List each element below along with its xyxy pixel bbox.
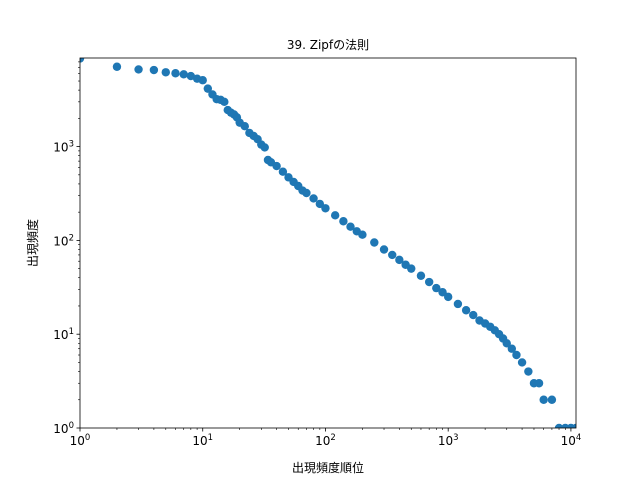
data-point xyxy=(198,76,207,85)
data-point xyxy=(512,350,521,360)
y-tick-exponent: 3 xyxy=(69,140,74,150)
data-point xyxy=(453,299,463,309)
x-tick-exponent: 2 xyxy=(330,433,335,443)
x-tick-exponent: 3 xyxy=(453,433,458,443)
data-point xyxy=(432,283,441,293)
data-point xyxy=(407,264,416,273)
x-tick-base: 10 xyxy=(192,434,207,448)
y-tick-exponent: 1 xyxy=(69,327,74,337)
x-tick-base: 10 xyxy=(70,434,85,448)
data-point xyxy=(346,222,355,231)
data-point xyxy=(272,161,281,171)
y-axis-label: 出現頻度 xyxy=(25,219,40,267)
data-point xyxy=(203,84,213,93)
y-tick-base: 10 xyxy=(53,422,68,436)
x-tick-base: 10 xyxy=(315,434,330,448)
y-tick-label: 100 xyxy=(53,421,74,436)
y-tick-label: 103 xyxy=(53,140,74,155)
chart-title: 39. Zipfの法則 xyxy=(287,38,369,52)
data-point xyxy=(149,65,159,75)
data-point xyxy=(502,339,511,348)
y-tick-exponent: 2 xyxy=(69,233,74,243)
data-point xyxy=(547,395,557,404)
x-tick-exponent: 0 xyxy=(85,433,90,443)
data-point xyxy=(534,379,544,388)
data-point xyxy=(240,121,249,131)
data-point xyxy=(339,217,348,226)
x-tick-exponent: 4 xyxy=(576,433,581,443)
x-tick-exponent: 1 xyxy=(208,433,213,443)
data-point xyxy=(517,358,527,367)
data-point xyxy=(571,423,576,428)
data-point xyxy=(161,68,170,77)
y-tick-exponent: 0 xyxy=(69,421,74,431)
data-point xyxy=(278,167,288,176)
x-tick-base: 10 xyxy=(561,434,576,448)
data-point xyxy=(424,277,434,287)
data-point xyxy=(321,204,330,213)
data-point xyxy=(260,143,269,152)
data-point xyxy=(330,211,340,220)
data-point xyxy=(524,367,533,376)
y-tick-base: 10 xyxy=(53,234,68,248)
data-point xyxy=(379,245,389,254)
y-tick-label: 101 xyxy=(53,327,74,342)
x-tick-label: 103 xyxy=(438,433,459,448)
x-axis-label: 出現頻度順位 xyxy=(292,460,364,475)
data-point xyxy=(461,306,471,315)
data-point xyxy=(220,97,229,107)
y-tick-label: 102 xyxy=(53,233,74,248)
data-point xyxy=(309,194,318,203)
data-point xyxy=(388,250,397,260)
data-point xyxy=(358,230,367,239)
x-tick-label: 101 xyxy=(192,433,213,448)
plot-area xyxy=(80,58,576,428)
x-axis-ticks: 100 101 102 103 104 xyxy=(70,428,582,448)
plot-frame xyxy=(79,57,577,429)
data-point xyxy=(395,255,404,265)
y-tick-base: 10 xyxy=(53,328,68,342)
data-point xyxy=(438,288,447,297)
data-point xyxy=(112,62,122,71)
data-point xyxy=(507,344,517,353)
x-tick-base: 10 xyxy=(438,434,453,448)
data-point xyxy=(179,70,188,79)
data-point xyxy=(554,423,564,428)
data-point xyxy=(539,395,548,404)
x-tick-label: 104 xyxy=(561,433,582,448)
data-point xyxy=(80,58,85,63)
data-point xyxy=(186,71,196,81)
data-point xyxy=(469,310,478,320)
x-tick-label: 100 xyxy=(70,433,91,448)
x-tick-label: 102 xyxy=(315,433,336,448)
data-point xyxy=(416,271,426,280)
data-point xyxy=(443,292,453,302)
data-point xyxy=(302,188,311,198)
data-point xyxy=(171,69,180,78)
data-points xyxy=(80,58,576,428)
data-point xyxy=(370,238,379,247)
data-point xyxy=(134,65,143,74)
y-tick-base: 10 xyxy=(53,141,68,155)
